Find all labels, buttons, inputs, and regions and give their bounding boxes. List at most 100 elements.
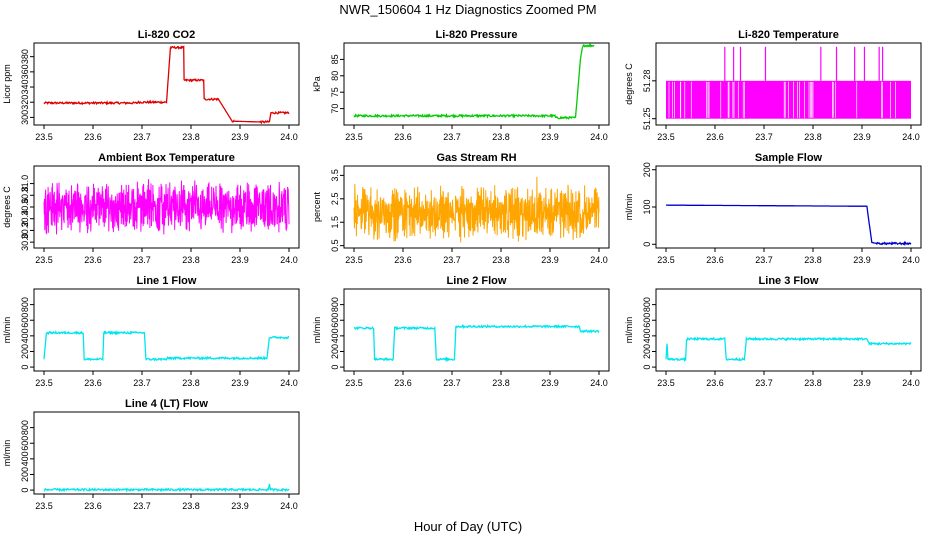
series-area bbox=[43, 179, 290, 235]
x-tick-label: 23.6 bbox=[706, 378, 724, 388]
y-tick-label: 0 bbox=[642, 242, 652, 247]
series-area bbox=[665, 336, 912, 363]
plot-frame bbox=[343, 288, 610, 372]
series-line bbox=[353, 43, 595, 120]
series-area bbox=[353, 323, 600, 363]
plot-frame bbox=[655, 42, 922, 126]
plot-frame bbox=[33, 411, 300, 495]
x-tick-label: 23.7 bbox=[443, 132, 461, 142]
x-tick-label: 24.0 bbox=[280, 378, 298, 388]
series-area bbox=[43, 483, 290, 493]
y-axis-label: ml/min bbox=[2, 317, 12, 344]
x-tick-label: 23.5 bbox=[657, 378, 675, 388]
x-tick-label: 23.8 bbox=[182, 132, 200, 142]
plot-frame bbox=[33, 42, 300, 126]
x-tick-label: 23.5 bbox=[35, 132, 53, 142]
x-tick-label: 23.6 bbox=[84, 255, 102, 265]
y-tick-label: 600 bbox=[20, 313, 30, 328]
y-tick-label: 0.5 bbox=[330, 239, 340, 252]
x-tick-label: 24.0 bbox=[280, 132, 298, 142]
y-tick-label: 75 bbox=[330, 87, 340, 97]
x-tick-label: 23.7 bbox=[133, 255, 151, 265]
x-tick-label: 23.9 bbox=[853, 378, 871, 388]
y-tick-label: 0 bbox=[642, 365, 652, 370]
y-tick-label: 30.6 bbox=[20, 198, 30, 216]
plot-frame bbox=[33, 288, 300, 372]
y-tick-label: 0 bbox=[330, 365, 340, 370]
panel-5: Gas Stream RH percent 23.5 23.6 23.7 23.8 23.9… bbox=[312, 152, 610, 265]
x-tick-label: 23.9 bbox=[853, 132, 871, 142]
x-tick-label: 23.9 bbox=[231, 501, 249, 511]
panel-title: Line 3 Flow bbox=[759, 275, 819, 287]
y-tick-label: 300 bbox=[20, 110, 30, 125]
x-tick-label: 23.6 bbox=[84, 501, 102, 511]
y-tick-label: 1.5 bbox=[330, 216, 340, 229]
y-tick-label: 0 bbox=[20, 365, 30, 370]
x-tick-label: 23.7 bbox=[755, 132, 773, 142]
y-tick-label: 200 bbox=[330, 344, 340, 359]
panel-title: Gas Stream RH bbox=[436, 152, 516, 164]
x-tick-label: 24.0 bbox=[902, 378, 920, 388]
x-tick-label: 23.5 bbox=[345, 255, 363, 265]
series-line bbox=[43, 483, 290, 493]
panel-10: Line 4 (LT) Flow ml/min 23.5 23.6 23.7 23.8 23… bbox=[2, 398, 300, 511]
x-tick-label: 23.7 bbox=[755, 255, 773, 265]
x-tick-label: 23.8 bbox=[492, 255, 510, 265]
y-tick-label: 30.4 bbox=[20, 210, 30, 228]
x-tick-label: 23.9 bbox=[541, 132, 559, 142]
series-area bbox=[353, 43, 595, 120]
x-tick-label: 23.9 bbox=[541, 255, 559, 265]
x-tick-label: 23.5 bbox=[345, 378, 363, 388]
panel-title: Line 2 Flow bbox=[447, 275, 507, 287]
y-tick-label: 30.0 bbox=[20, 233, 30, 251]
x-tick-label: 23.8 bbox=[182, 378, 200, 388]
x-tick-label: 23.5 bbox=[345, 132, 363, 142]
y-axis-label: ml/min bbox=[624, 194, 634, 221]
x-tick-label: 23.7 bbox=[443, 378, 461, 388]
y-axis-label: percent bbox=[312, 191, 322, 222]
panel-6: Sample Flow ml/min 23.5 23.6 23.7 23.8 23.9 24.… bbox=[624, 152, 922, 265]
panel-7: Line 1 Flow ml/min 23.5 23.6 23.7 23.8 23.9 24.… bbox=[2, 275, 300, 388]
y-tick-label: 400 bbox=[20, 328, 30, 343]
y-tick-label: 80 bbox=[330, 71, 340, 81]
y-tick-label: 200 bbox=[20, 344, 30, 359]
plot-frame bbox=[343, 42, 610, 126]
y-tick-label: 31.0 bbox=[20, 175, 30, 193]
y-tick-label: 30.8 bbox=[20, 187, 30, 205]
y-tick-label: 320 bbox=[20, 95, 30, 110]
x-tick-label: 24.0 bbox=[280, 255, 298, 265]
panel-9: Line 3 Flow ml/min 23.5 23.6 23.7 23.8 23.9 24.… bbox=[624, 275, 922, 388]
y-tick-label: 51.25 bbox=[642, 107, 652, 130]
x-tick-label: 23.5 bbox=[35, 378, 53, 388]
x-tick-label: 24.0 bbox=[590, 378, 608, 388]
series-area bbox=[43, 330, 290, 362]
series-line bbox=[666, 204, 912, 247]
y-tick-label: 380 bbox=[20, 49, 30, 64]
x-tick-label: 23.9 bbox=[541, 378, 559, 388]
series-line bbox=[353, 176, 600, 243]
y-tick-label: 51.28 bbox=[642, 70, 652, 93]
x-tick-label: 23.7 bbox=[755, 378, 773, 388]
y-tick-label: 70 bbox=[330, 104, 340, 114]
y-tick-label: 30.2 bbox=[20, 222, 30, 240]
series-line bbox=[665, 336, 912, 363]
x-tick-label: 23.9 bbox=[853, 255, 871, 265]
x-tick-label: 23.7 bbox=[133, 378, 151, 388]
series-line bbox=[353, 323, 600, 363]
y-axis-label: ml/min bbox=[2, 440, 12, 467]
x-tick-label: 23.6 bbox=[394, 378, 412, 388]
x-tick-label: 23.8 bbox=[804, 132, 822, 142]
y-tick-label: 100 bbox=[642, 199, 652, 214]
y-tick-label: 340 bbox=[20, 80, 30, 95]
y-tick-label: 0 bbox=[20, 488, 30, 493]
series-area bbox=[43, 45, 290, 125]
y-axis-label: Licor ppm bbox=[2, 64, 12, 104]
y-tick-label: 800 bbox=[642, 297, 652, 312]
y-axis-label: ml/min bbox=[312, 317, 322, 344]
figure-title: NWR_150604 1 Hz Diagnostics Zoomed PM bbox=[339, 2, 596, 17]
x-tick-label: 23.8 bbox=[804, 255, 822, 265]
y-tick-label: 400 bbox=[330, 328, 340, 343]
panel-title: Ambient Box Temperature bbox=[98, 152, 235, 164]
series-area bbox=[353, 176, 600, 243]
